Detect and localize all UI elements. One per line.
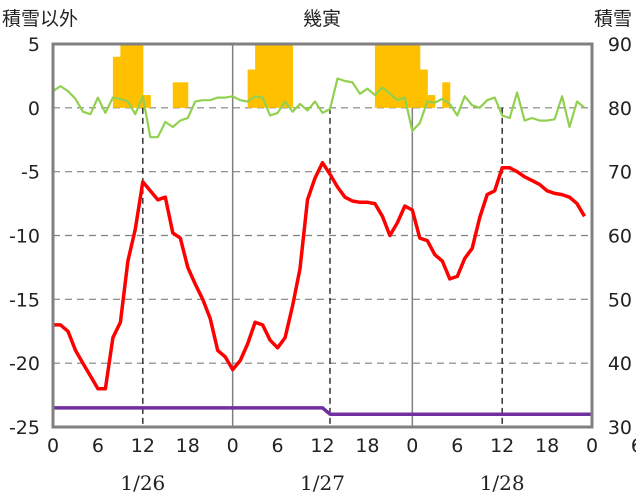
precip-bar [442,82,451,108]
precip-bar [404,44,413,108]
precip-bar [172,82,181,108]
right-tick-label: 70 [608,162,632,184]
right-axis-title: 積雪 [594,8,632,30]
precip-bar [120,44,129,108]
right-tick-label: 60 [608,226,632,248]
day-separator-lines [231,44,414,427]
precip-bar [180,82,189,108]
x-tick-label: 0 [586,435,598,457]
x-tick-label: 0 [47,435,59,457]
x-tick-label: 18 [355,435,379,457]
x-tick-label: 6 [272,435,284,457]
right-tick-label: 50 [608,289,632,311]
precip-bar [247,69,256,108]
right-tick-label: 30 [608,417,632,439]
date-label: 1/27 [300,471,345,495]
precip-bar [382,44,391,108]
precip-bar [255,44,264,108]
x-tick-label: 18 [535,435,559,457]
precip-bar [142,95,151,108]
precip-bar [127,44,136,108]
x-tick-label: 12 [310,435,334,457]
precip-bar [277,44,286,108]
x-tick-label: 6 [451,435,463,457]
x-tick-label: 0 [406,435,418,457]
right-tick-label: 90 [608,34,632,56]
x-tick-label: 0 [227,435,239,457]
precip-bar [285,44,294,108]
left-tick-label: 5 [28,34,40,56]
precip-bar [135,44,144,108]
precip-bar [262,44,271,108]
left-axis-title: 積雪以外 [2,8,78,30]
left-tick-label: -10 [9,226,40,248]
precip-bar [389,44,398,108]
precip-bar [397,44,406,108]
left-tick-label: 0 [28,98,40,120]
left-tick-label: -15 [9,289,40,311]
precip-bar [270,44,279,108]
date-label: 1/28 [480,471,525,495]
precip-bar [419,69,428,108]
right-tick-label: 40 [608,353,632,375]
x-tick-label: 6 [631,435,636,457]
left-tick-label: -5 [21,162,40,184]
precip-bar [412,44,421,108]
peak-marker-lines [142,107,503,427]
plot-frame [51,42,594,429]
series-lines [52,77,592,416]
right-tick-label: 80 [608,98,632,120]
left-tick-label: -25 [9,417,40,439]
chart-title: 幾寅 [303,8,341,30]
precip-bar [374,44,383,108]
left-tick-label: -20 [9,353,40,375]
precip-bar [112,56,121,108]
x-tick-label: 6 [92,435,104,457]
wind-line [52,77,586,139]
x-tick-label: 18 [176,435,200,457]
x-tick-label: 12 [131,435,155,457]
snow_depth-line [53,406,592,416]
date-label: 1/26 [120,471,165,495]
temperature-line [53,160,587,391]
x-tick-label: 12 [490,435,514,457]
